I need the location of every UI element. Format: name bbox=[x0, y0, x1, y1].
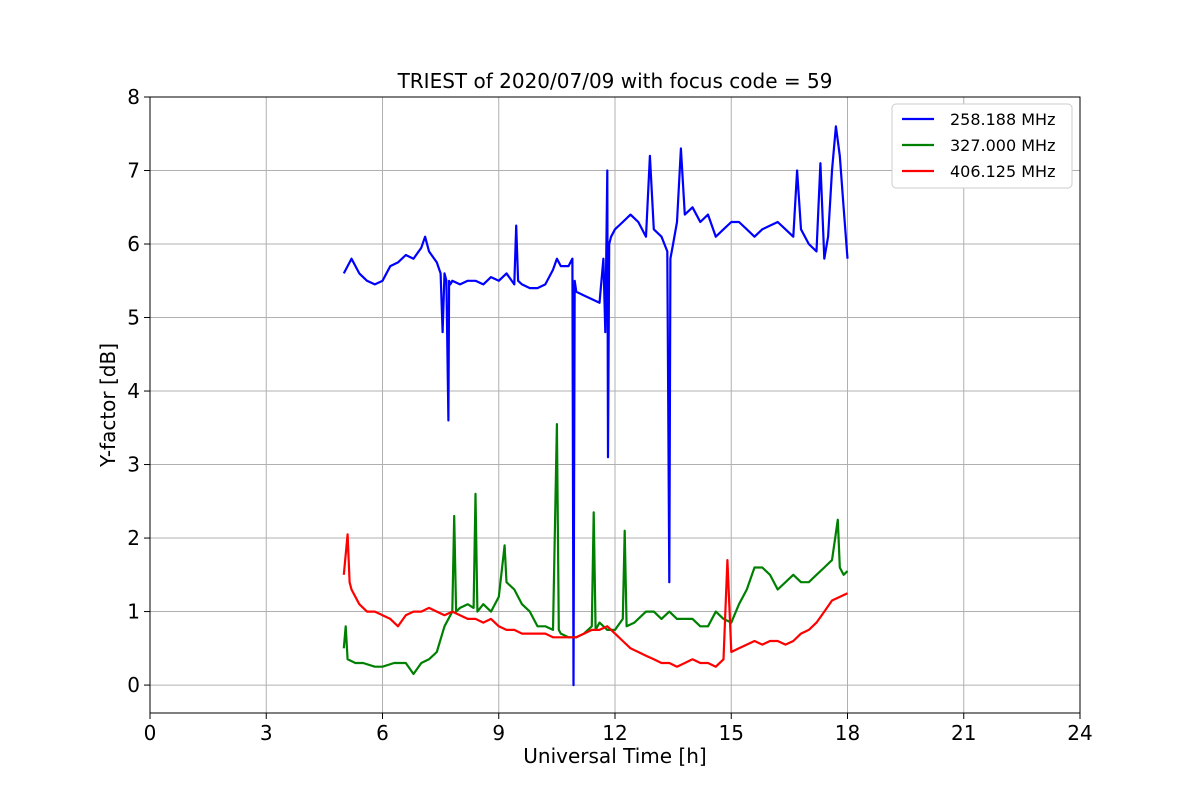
y-axis-label: Y-factor [dB] bbox=[96, 343, 120, 468]
x-tick-label: 12 bbox=[602, 721, 627, 745]
x-axis-label: Universal Time [h] bbox=[523, 744, 706, 768]
series-lines bbox=[342, 125, 849, 687]
x-tick-label: 6 bbox=[376, 721, 389, 745]
legend-box bbox=[891, 103, 1073, 189]
series-line-3 bbox=[342, 533, 848, 668]
y-tick-label: 6 bbox=[127, 232, 140, 256]
x-tick-label: 18 bbox=[835, 721, 860, 745]
x-tick-label: 9 bbox=[492, 721, 505, 745]
x-tick-label: 3 bbox=[260, 721, 273, 745]
y-tick-label: 1 bbox=[127, 600, 140, 624]
y-tick-label: 3 bbox=[127, 453, 140, 477]
y-tick-label: 7 bbox=[127, 159, 140, 183]
y-tick-label: 8 bbox=[127, 85, 140, 109]
legend-label: 258.188 MHz bbox=[950, 110, 1055, 129]
legend-label: 327.000 MHz bbox=[950, 136, 1055, 155]
y-tick-label: 5 bbox=[127, 306, 140, 330]
series-line-1 bbox=[342, 125, 849, 687]
chart-title: TRIEST of 2020/07/09 with focus code = 5… bbox=[397, 69, 833, 93]
y-tick-label: 2 bbox=[127, 526, 140, 550]
x-tick-label: 15 bbox=[719, 721, 744, 745]
x-tick-label: 21 bbox=[951, 721, 976, 745]
y-tick-label: 4 bbox=[127, 379, 140, 403]
y-tick-label: 0 bbox=[127, 673, 140, 697]
legend: 258.188 MHz 327.000 MHz 406.125 MHz bbox=[891, 103, 1073, 189]
x-tick-label: 24 bbox=[1067, 721, 1092, 745]
x-tick-label: 0 bbox=[144, 721, 157, 745]
legend-label: 406.125 MHz bbox=[950, 162, 1055, 181]
series-line-2 bbox=[342, 423, 849, 676]
